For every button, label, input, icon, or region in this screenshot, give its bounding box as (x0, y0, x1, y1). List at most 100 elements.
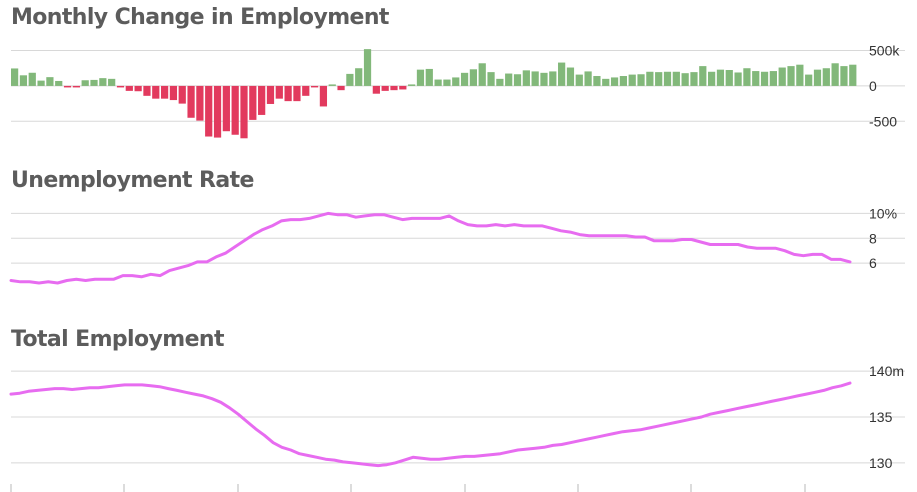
monthly-change-bar (610, 77, 619, 86)
monthly-change-bar (425, 68, 433, 86)
monthly-change-bar (734, 72, 742, 86)
monthly-change-bar (125, 85, 133, 91)
monthly-change-bar (531, 71, 539, 86)
monthly-change-bar (549, 71, 557, 86)
monthly-change-bar (266, 85, 275, 104)
monthly-change-bar (558, 62, 566, 86)
bottom-axis (10, 484, 806, 492)
monthly-change-bar (725, 70, 733, 86)
monthly-change-bar (11, 68, 19, 86)
monthly-change-bar (787, 66, 795, 86)
monthly-change-bar (681, 73, 689, 86)
monthly-change-bar (169, 85, 178, 101)
monthly-change-bar (205, 85, 213, 137)
monthly-change-bar (805, 74, 813, 86)
monthly-change-bar (258, 85, 266, 115)
monthly-change-bar (460, 72, 469, 86)
monthly-change-bar (416, 69, 425, 86)
monthly-change-bar (522, 70, 530, 86)
monthly-change-bar (655, 72, 663, 86)
monthly-change-bar (337, 85, 345, 91)
monthly-change-bar (346, 73, 354, 86)
monthly-change-tick-label: 0 (869, 78, 877, 94)
monthly-change-bar (452, 77, 460, 86)
panel-title-total-employment: Total Employment (11, 327, 224, 352)
monthly-change-bar (469, 69, 478, 86)
monthly-change-bar (72, 85, 80, 88)
monthly-change-bar (213, 85, 222, 138)
monthly-change-bar (540, 72, 548, 86)
monthly-change-bar (487, 72, 495, 86)
monthly-change-bar (637, 74, 645, 86)
monthly-change-bar (390, 85, 398, 91)
monthly-change-bar (566, 67, 575, 86)
monthly-change-bar (99, 78, 107, 86)
monthly-change-bar (443, 79, 451, 86)
monthly-change-bar (575, 74, 583, 86)
monthly-change-bar (619, 76, 628, 86)
unemployment-rate-series-line (9, 211, 852, 285)
monthly-change-bar (108, 78, 116, 86)
monthly-change-bar (363, 49, 372, 86)
monthly-change-bar (496, 78, 504, 86)
monthly-change-bar (434, 79, 442, 86)
monthly-change-bar (602, 78, 610, 86)
unemployment-rate-tick-label: 10% (869, 205, 897, 221)
monthly-change-bar (143, 85, 151, 96)
monthly-change-bar-chart: 500k 0 -500 (11, 43, 905, 139)
monthly-change-bar (822, 68, 830, 86)
monthly-change-bar (81, 80, 89, 86)
monthly-change-bar (302, 85, 310, 96)
monthly-change-bar (505, 73, 513, 86)
monthly-change-bar (769, 71, 777, 86)
monthly-change-bar (372, 85, 380, 94)
monthly-change-bar (752, 71, 760, 86)
monthly-change-bar (28, 72, 36, 86)
monthly-change-bar (478, 63, 486, 86)
monthly-change-tick-label: 500k (869, 43, 900, 59)
monthly-change-bar (152, 85, 160, 99)
total-employment-series-line (9, 381, 852, 468)
monthly-change-bar (116, 85, 125, 88)
monthly-change-bar (593, 76, 601, 86)
monthly-change-bar (628, 74, 636, 86)
monthly-change-bar (796, 64, 804, 86)
monthly-change-bar (134, 85, 142, 92)
monthly-change-bar (55, 80, 63, 86)
monthly-change-bar (716, 69, 725, 86)
monthly-change-bar (778, 67, 786, 86)
monthly-change-bar (310, 85, 319, 88)
monthly-change-bar (19, 75, 28, 86)
total-employment-tick-label: 130 (869, 455, 893, 471)
total-employment-tick-label: 140m (869, 363, 904, 379)
monthly-change-bar (231, 85, 239, 135)
monthly-change-bar (840, 66, 848, 86)
monthly-change-bar (222, 85, 230, 132)
monthly-change-bar (275, 85, 283, 99)
monthly-change-bar (399, 85, 407, 90)
monthly-change-bar (584, 71, 592, 86)
monthly-change-bar (284, 85, 292, 102)
monthly-change-bar (831, 63, 839, 86)
monthly-change-bar (355, 68, 363, 86)
monthly-change-bar (708, 71, 716, 86)
monthly-change-bar (63, 85, 72, 88)
panel-title-unemployment-rate: Unemployment Rate (11, 168, 254, 193)
monthly-change-bar (513, 74, 522, 86)
monthly-change-bar (699, 66, 707, 86)
monthly-change-bar (178, 85, 186, 104)
monthly-change-bar (37, 80, 45, 86)
monthly-change-bar (760, 71, 769, 86)
unemployment-rate-tick-label: 6 (869, 255, 877, 271)
monthly-change-bar (646, 71, 654, 86)
monthly-change-bar (849, 64, 857, 86)
total-employment-tick-label: 135 (869, 409, 893, 425)
monthly-change-bar (90, 79, 98, 86)
monthly-change-bar (249, 85, 257, 120)
monthly-change-bar (293, 85, 301, 102)
monthly-change-bar (690, 72, 698, 86)
monthly-change-bar (187, 85, 195, 118)
monthly-change-bar (240, 85, 248, 139)
monthly-change-bar (196, 85, 204, 121)
